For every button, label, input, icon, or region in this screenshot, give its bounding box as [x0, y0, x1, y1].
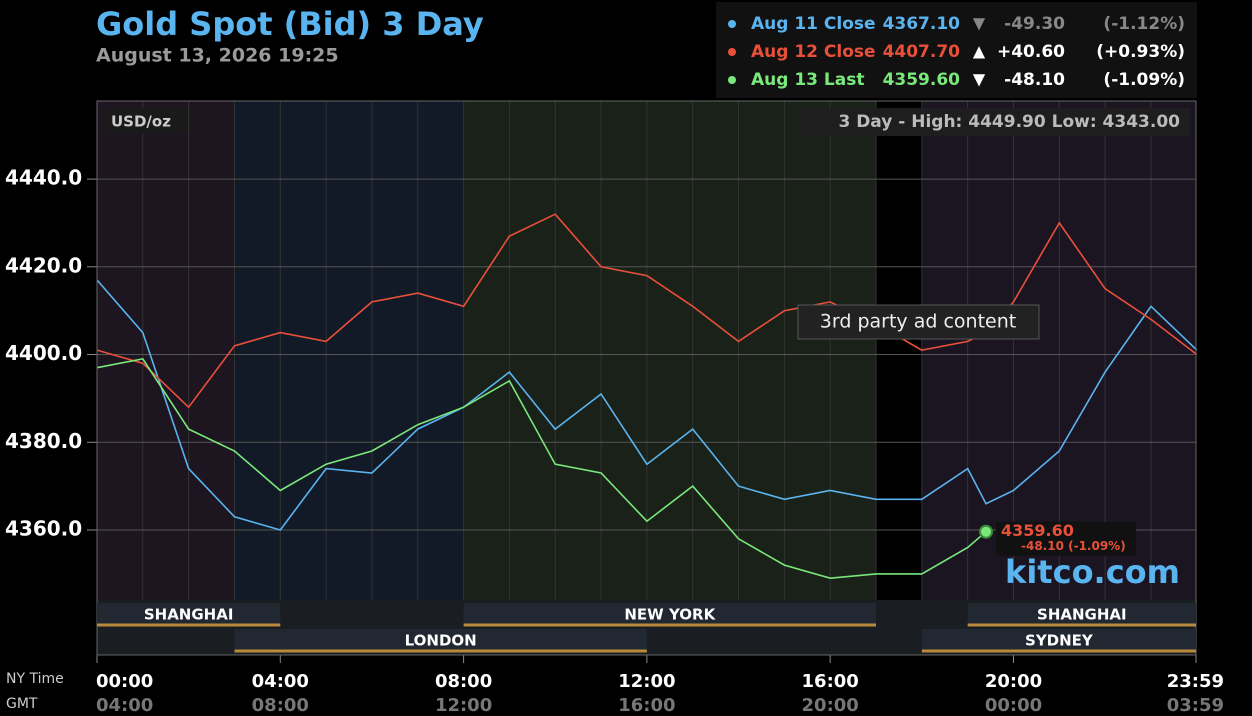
x-tick-label: 00:00 — [96, 671, 153, 692]
x-tick-label: 20:00 — [985, 671, 1042, 692]
legend-name: Aug 13 Last — [751, 70, 864, 90]
x2-tick-label: 08:00 — [252, 695, 309, 716]
session-band — [234, 629, 647, 650]
series-line — [96, 279, 1198, 531]
legend-pct: (-1.12%) — [1103, 14, 1185, 34]
y-tick-label: 4380.0 — [5, 429, 82, 453]
session-label: SYDNEY — [1025, 632, 1094, 650]
legend-price: 4367.10 — [883, 14, 961, 34]
legend-change: -48.10 — [1004, 70, 1065, 90]
ad-box — [797, 304, 1040, 340]
legend-pct: (-1.09%) — [1103, 70, 1185, 90]
session-zone — [967, 101, 1196, 600]
legend-change: +40.60 — [997, 42, 1065, 62]
chart-subtitle: August 13, 2026 19:25 — [96, 45, 339, 67]
x2-tick-label: 16:00 — [618, 695, 675, 716]
legend-dot — [728, 76, 736, 84]
range-box — [802, 108, 1190, 136]
ad-label: 3rd party ad content — [820, 311, 1016, 333]
session-label: NEW YORK — [624, 606, 716, 624]
series-line — [96, 358, 987, 580]
legend-arrow: ▼ — [973, 70, 986, 89]
last-box — [995, 521, 1136, 556]
session-label: SHANGHAI — [144, 606, 234, 624]
legend-name: Aug 12 Close — [751, 42, 876, 62]
y-tick-label: 4400.0 — [5, 341, 82, 365]
legend-arrow: ▼ — [973, 14, 986, 33]
x2-axis-label: GMT — [6, 696, 38, 712]
legend-dot — [728, 20, 736, 28]
range-label: 3 Day - High: 4449.90 Low: 4343.00 — [838, 112, 1180, 132]
legend-price: 4407.70 — [883, 42, 961, 62]
legend-arrow: ▲ — [973, 42, 986, 61]
unit-label: USD/oz — [111, 113, 171, 131]
last-change: -48.10 (-1.09%) — [1021, 539, 1126, 553]
x2-tick-label: 12:00 — [435, 695, 492, 716]
legend-price: 4359.60 — [883, 70, 961, 90]
x2-tick-label: 20:00 — [802, 695, 859, 716]
legend-name: Aug 11 Close — [751, 14, 876, 34]
y-tick-label: 4360.0 — [5, 516, 82, 540]
x-axis-label: NY Time — [6, 671, 64, 687]
x2-tick-label: 03:59 — [1167, 695, 1224, 716]
x-tick-label: 16:00 — [802, 671, 859, 692]
x2-tick-label: 00:00 — [985, 695, 1042, 716]
last-price: 4359.60 — [1001, 521, 1074, 540]
legend-pct: (+0.93%) — [1096, 42, 1185, 62]
chart-title: Gold Spot (Bid) 3 Day — [96, 5, 484, 43]
x-tick-label: 23:59 — [1167, 671, 1224, 692]
session-label: LONDON — [405, 632, 477, 650]
session-band — [97, 603, 281, 624]
brand: kitco.com — [1005, 553, 1180, 591]
session-band — [967, 603, 1196, 624]
x2-tick-label: 04:00 — [96, 695, 153, 716]
session-zone — [463, 101, 877, 600]
legend-box — [716, 2, 1197, 98]
last-point — [978, 524, 993, 539]
y-tick-label: 4440.0 — [5, 166, 82, 190]
y-tick-label: 4420.0 — [5, 253, 82, 277]
plot-frame — [96, 100, 1197, 656]
x-tick-label: 04:00 — [252, 671, 309, 692]
session-band — [921, 629, 1196, 650]
x-tick-label: 08:00 — [435, 671, 492, 692]
session-band — [463, 603, 877, 624]
legend-change: -49.30 — [1004, 14, 1065, 34]
x-tick-label: 12:00 — [618, 671, 675, 692]
legend-dot — [728, 48, 736, 56]
session-label: SHANGHAI — [1037, 606, 1127, 624]
unit-box — [103, 108, 187, 134]
